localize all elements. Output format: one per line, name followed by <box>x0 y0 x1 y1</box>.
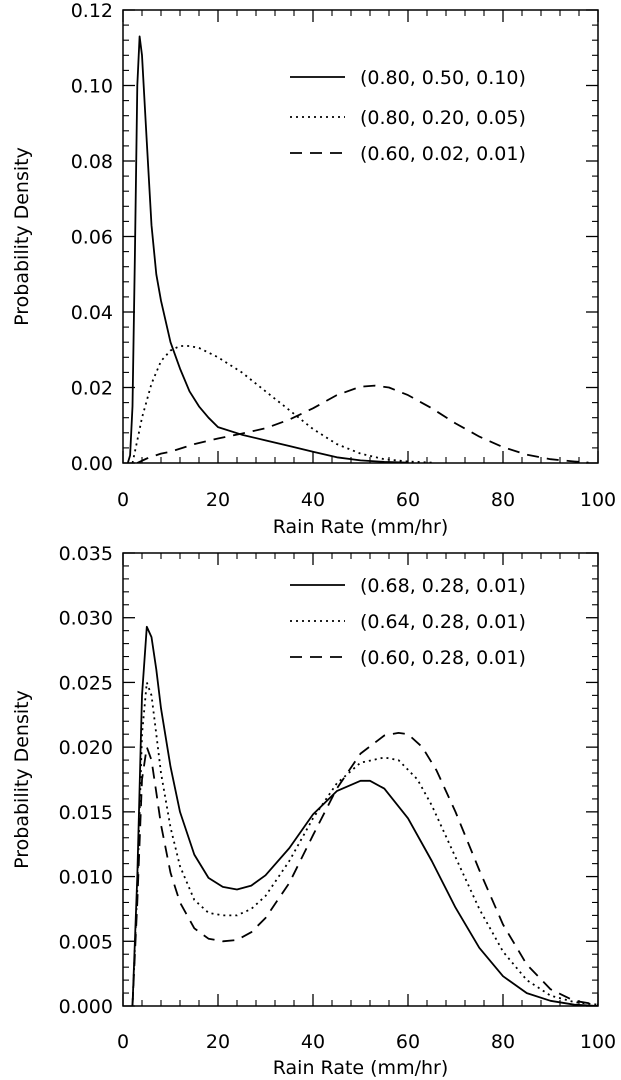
top-panel: 0 20 40 60 80 100 0.00 0.02 0.04 0.06 0.08 0.10 0.12… <box>11 0 616 538</box>
y-tick-label: 0.015 <box>59 802 113 824</box>
y-tick-label: 0.030 <box>59 608 113 630</box>
y-axis-title: Probability Density <box>11 147 33 326</box>
y-tick-label: 0.020 <box>59 737 113 759</box>
x-tick-label: 100 <box>580 489 616 511</box>
legend-label: (0.64, 0.28, 0.01) <box>360 611 526 633</box>
x-axis-title: Rain Rate (mm/hr) <box>273 516 449 538</box>
y-tick-label: 0.08 <box>71 151 113 173</box>
x-tick-label: 80 <box>491 489 515 511</box>
series-line-dashed <box>136 384 589 463</box>
series-line-dotted <box>131 681 598 1006</box>
series-line-solid <box>131 625 598 1006</box>
y-tick-label: 0.02 <box>71 378 113 400</box>
x-tick-label: 100 <box>580 1031 616 1053</box>
y-tick-label: 0.10 <box>71 76 113 98</box>
series-line-solid <box>126 35 409 463</box>
y-tick-label: 0.035 <box>59 543 113 565</box>
x-tick-label: 60 <box>396 489 420 511</box>
bottom-panel: 0 20 40 60 80 100 0.000 0.005 0.010 0.015 0.020 0.0… <box>11 543 616 1079</box>
y-tick-label: 0.010 <box>59 867 113 889</box>
legend-label: (0.80, 0.20, 0.05) <box>360 107 526 129</box>
x-axis-title: Rain Rate (mm/hr) <box>273 1057 449 1079</box>
x-tick-label: 20 <box>206 1031 230 1053</box>
legend-label: (0.80, 0.50, 0.10) <box>360 67 526 89</box>
y-tick-label: 0.005 <box>59 931 113 953</box>
y-tick-label: 0.000 <box>59 996 113 1018</box>
x-tick-label: 40 <box>301 489 325 511</box>
plot-frame <box>122 552 599 1007</box>
x-tick-label: 0 <box>117 489 129 511</box>
y-axis-title: Probability Density <box>11 690 33 869</box>
x-tick-label: 0 <box>117 1031 129 1053</box>
y-tick-label: 0.06 <box>71 227 113 249</box>
legend-label: (0.60, 0.02, 0.01) <box>360 143 526 165</box>
x-tick-label: 60 <box>396 1031 420 1053</box>
legend-label: (0.60, 0.28, 0.01) <box>360 647 526 669</box>
x-tick-label: 20 <box>206 489 230 511</box>
x-tick-label: 40 <box>301 1031 325 1053</box>
y-tick-label: 0.12 <box>71 0 113 22</box>
y-tick-label: 0.04 <box>71 302 113 324</box>
legend-label: (0.68, 0.28, 0.01) <box>360 575 526 597</box>
y-tick-label: 0.00 <box>71 453 113 475</box>
x-tick-label: 80 <box>491 1031 515 1053</box>
y-tick-label: 0.025 <box>59 672 113 694</box>
series-line-dashed <box>131 732 598 1006</box>
